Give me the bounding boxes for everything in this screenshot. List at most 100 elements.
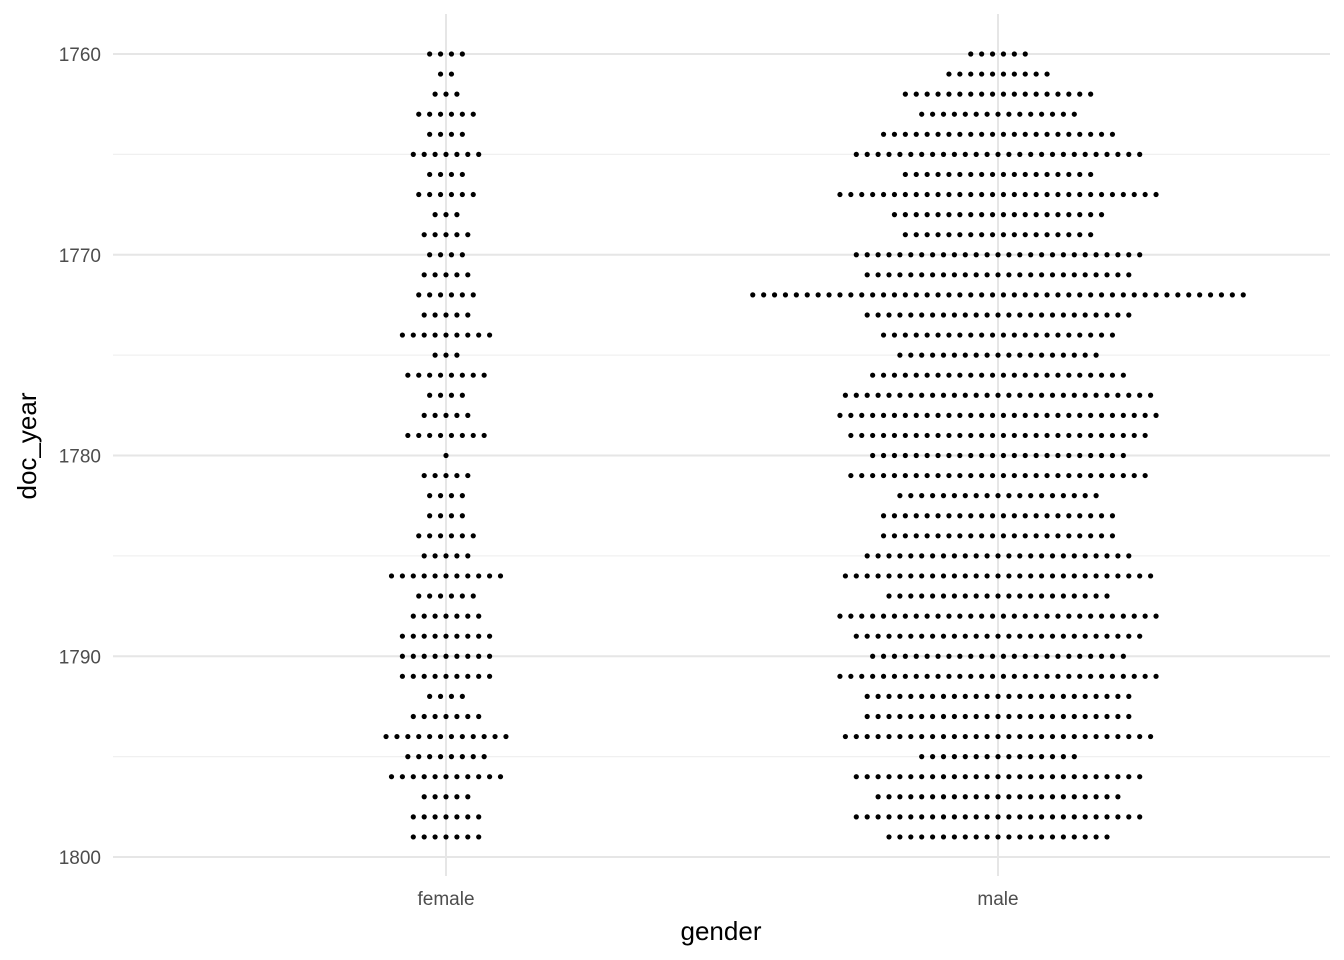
dot-male (1022, 673, 1028, 679)
dot-male (940, 633, 947, 639)
dot-female (465, 573, 471, 579)
dot-male (962, 573, 968, 579)
dot-male (989, 71, 996, 77)
dot-male (1093, 573, 1099, 579)
dot-male (1000, 171, 1007, 178)
dot-male (1109, 372, 1116, 378)
dot-male (1126, 713, 1132, 720)
dot-male (935, 513, 941, 519)
dot-male (984, 834, 990, 840)
dot-male (957, 432, 963, 439)
dot-male (968, 513, 974, 519)
dot-male (864, 814, 870, 820)
dot-female (432, 834, 438, 840)
dot-male (1104, 774, 1110, 780)
dot-male (1142, 472, 1148, 479)
dot-male (908, 392, 914, 398)
dot-male (1039, 794, 1045, 800)
dot-male (930, 392, 936, 398)
dot-male (919, 633, 925, 639)
grid-lines (113, 14, 1330, 876)
dot-male (1028, 633, 1034, 639)
dot-female (459, 513, 465, 519)
dot-male (1049, 111, 1056, 117)
dot-female (454, 573, 460, 579)
dot-male (1060, 774, 1066, 780)
dot-male (1093, 633, 1099, 639)
dot-male (1055, 452, 1061, 459)
dot-male (1049, 774, 1056, 780)
dot-male (973, 633, 979, 639)
dot-male (1044, 472, 1050, 479)
dot-male (957, 71, 963, 77)
dot-male (1115, 733, 1121, 740)
dot-male (1077, 613, 1083, 619)
dot-male (957, 191, 963, 198)
dot-male (864, 693, 870, 700)
dot-male (1120, 372, 1126, 378)
dot-male (919, 312, 925, 318)
dot-male (1044, 332, 1050, 338)
dot-male (984, 553, 990, 559)
dot-female (399, 673, 405, 679)
dot-male (973, 151, 979, 157)
dot-male (1098, 332, 1105, 338)
dot-male (1055, 432, 1061, 439)
dot-male (1115, 151, 1121, 157)
dot-female (421, 613, 427, 619)
dot-male (1028, 774, 1034, 780)
dot-male (1098, 673, 1105, 679)
dot-male (1006, 593, 1012, 599)
dot-male (908, 593, 914, 599)
dot-female (481, 754, 487, 760)
dot-female (443, 412, 449, 418)
dot-female (443, 452, 449, 459)
dot-female (459, 111, 465, 117)
dot-male (1098, 472, 1105, 479)
dot-male (848, 292, 854, 298)
dot-male (1033, 613, 1039, 619)
dot-male (1164, 292, 1170, 298)
dot-male (930, 713, 936, 720)
dot-female (421, 151, 427, 157)
dot-male (1109, 412, 1116, 418)
dot-male (1000, 91, 1007, 97)
dot-male (1088, 372, 1094, 378)
dot-male (1131, 292, 1137, 298)
dot-male (984, 754, 990, 760)
dot-female (443, 472, 449, 479)
dot-female (427, 111, 433, 117)
dot-male (1011, 432, 1017, 439)
dot-male (935, 653, 941, 659)
dot-male (930, 774, 936, 780)
dot-male (995, 713, 1001, 720)
dot-male (886, 693, 892, 700)
dot-female (465, 794, 471, 800)
dot-female (448, 693, 455, 700)
dot-male (1011, 131, 1017, 137)
dot-male (984, 633, 990, 639)
dot-male (880, 432, 887, 439)
dot-male (962, 713, 968, 720)
dot-male (1093, 713, 1099, 720)
dot-male (1126, 573, 1132, 579)
dot-female (459, 754, 465, 760)
dot-male (951, 834, 958, 840)
dot-male (875, 713, 881, 720)
dot-male (1142, 432, 1148, 439)
dot-male (946, 613, 952, 619)
dot-female (443, 232, 449, 238)
dot-male (1028, 352, 1034, 358)
dot-male (750, 292, 756, 298)
dot-male (1077, 232, 1083, 238)
dot-female (437, 372, 444, 378)
dot-male (853, 774, 859, 780)
dot-male (984, 573, 990, 579)
dot-female (416, 754, 422, 760)
dot-male (1071, 713, 1077, 720)
dot-female (437, 593, 444, 599)
dot-female (427, 432, 433, 439)
dot-male (902, 412, 908, 418)
dot-male (984, 593, 990, 599)
dot-male (1093, 794, 1099, 800)
